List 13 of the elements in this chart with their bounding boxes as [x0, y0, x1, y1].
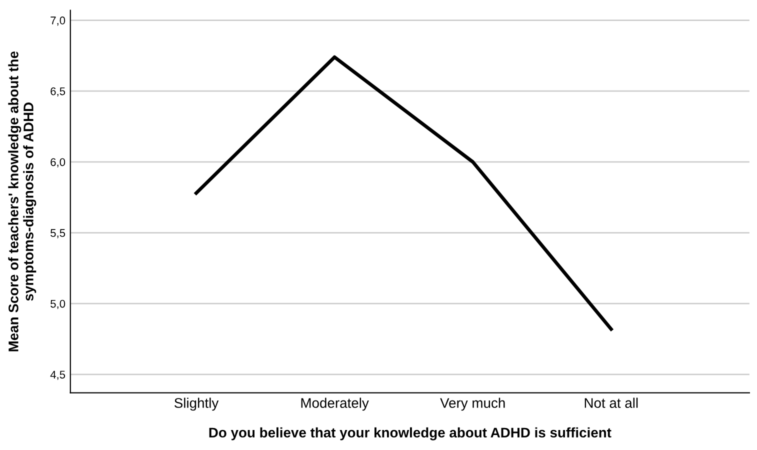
x-tick-label: Moderately — [301, 398, 369, 411]
x-axis-title: Do you believe that your knowledge about ADHD is sufficient — [209, 427, 612, 440]
y-tick-label: 6,5 — [50, 87, 66, 97]
y-tick-label: 6,0 — [50, 158, 66, 168]
y-tick-label: 7,0 — [50, 16, 66, 26]
y-tick-label: 5,0 — [50, 300, 66, 310]
y-tick-label: 5,5 — [50, 229, 66, 238]
x-tick-label: Slightly — [174, 398, 219, 411]
y-tick-label: 4,5 — [50, 370, 66, 380]
x-tick-label: Not at all — [584, 398, 638, 408]
line-series — [194, 55, 613, 331]
x-tick-label: Very much — [440, 398, 505, 411]
y-axis-title: Mean Score of teachers' knowledge about the symptoms-diagnosis of ADHD — [8, 51, 36, 352]
